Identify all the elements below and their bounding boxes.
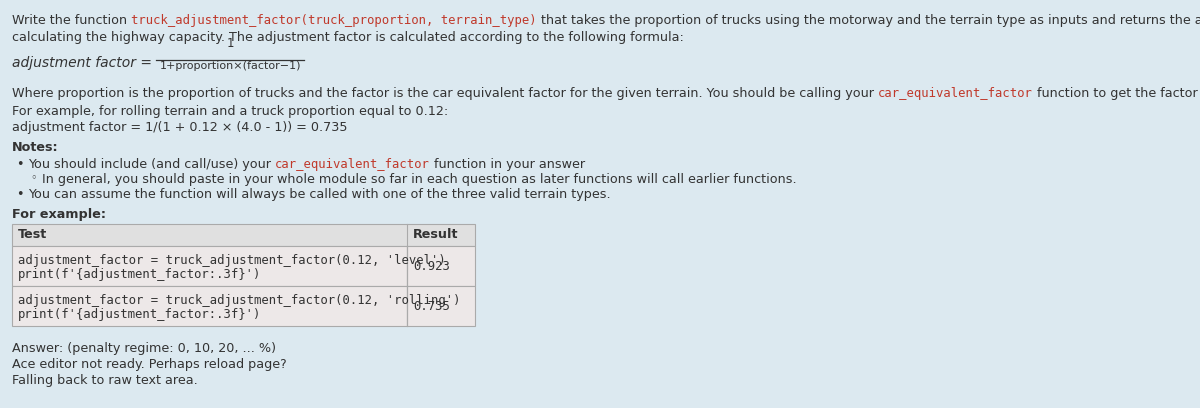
Text: function to get the factor - don't reinvent the wheel!: function to get the factor - don't reinv… xyxy=(1033,87,1200,100)
Text: adjustment factor: adjustment factor xyxy=(12,56,136,70)
FancyBboxPatch shape xyxy=(12,286,407,326)
Text: 0.735: 0.735 xyxy=(413,299,450,313)
Text: You can assume the function will always be called with one of the three valid te: You can assume the function will always … xyxy=(28,188,611,201)
Text: •: • xyxy=(16,158,24,171)
FancyBboxPatch shape xyxy=(407,246,475,286)
Text: Falling back to raw text area.: Falling back to raw text area. xyxy=(12,374,198,387)
FancyBboxPatch shape xyxy=(12,246,407,286)
Text: Answer: (penalty regime: 0, 10, 20, ... %): Answer: (penalty regime: 0, 10, 20, ... … xyxy=(12,342,276,355)
Text: Ace editor not ready. Perhaps reload page?: Ace editor not ready. Perhaps reload pag… xyxy=(12,358,287,371)
Text: For example, for rolling terrain and a truck proportion equal to 0.12:: For example, for rolling terrain and a t… xyxy=(12,105,449,118)
Text: adjustment factor = 1/(1 + 0.12 × (4.0 - 1)) = 0.735: adjustment factor = 1/(1 + 0.12 × (4.0 -… xyxy=(12,121,348,134)
Text: Notes:: Notes: xyxy=(12,141,59,154)
Text: 1+proportion×(factor−1): 1+proportion×(factor−1) xyxy=(160,61,301,71)
FancyBboxPatch shape xyxy=(12,224,475,246)
Text: car_equivalent_factor: car_equivalent_factor xyxy=(275,158,430,171)
Text: print(f'{adjustment_factor:.3f}'): print(f'{adjustment_factor:.3f}') xyxy=(18,308,262,321)
Text: 1: 1 xyxy=(227,37,234,50)
Text: truck_adjustment_factor(truck_proportion, terrain_type): truck_adjustment_factor(truck_proportion… xyxy=(131,14,536,27)
Text: Where proportion is the proportion of trucks and the factor is the car equivalen: Where proportion is the proportion of tr… xyxy=(12,87,878,100)
Text: adjustment_factor = truck_adjustment_factor(0.12, 'rolling'): adjustment_factor = truck_adjustment_fac… xyxy=(18,294,461,307)
Text: 0.923: 0.923 xyxy=(413,259,450,273)
Text: that takes the proportion of trucks using the motorway and the terrain type as i: that takes the proportion of trucks usin… xyxy=(536,14,1200,27)
Text: car_equivalent_factor: car_equivalent_factor xyxy=(878,87,1033,100)
FancyBboxPatch shape xyxy=(407,286,475,326)
Text: Test: Test xyxy=(18,228,47,242)
Text: For example:: For example: xyxy=(12,208,106,221)
Text: calculating the highway capacity. The adjustment factor is calculated according : calculating the highway capacity. The ad… xyxy=(12,31,684,44)
Text: adjustment_factor = truck_adjustment_factor(0.12, 'level'): adjustment_factor = truck_adjustment_fac… xyxy=(18,254,445,267)
Text: function in your answer: function in your answer xyxy=(430,158,586,171)
Text: ◦: ◦ xyxy=(30,173,37,183)
Text: Result: Result xyxy=(413,228,458,242)
Text: •: • xyxy=(16,188,24,201)
Text: You should include (and call/use) your: You should include (and call/use) your xyxy=(28,158,275,171)
Text: =: = xyxy=(136,56,156,70)
Text: Write the function: Write the function xyxy=(12,14,131,27)
Text: In general, you should paste in your whole module so far in each question as lat: In general, you should paste in your who… xyxy=(42,173,797,186)
Text: print(f'{adjustment_factor:.3f}'): print(f'{adjustment_factor:.3f}') xyxy=(18,268,262,281)
